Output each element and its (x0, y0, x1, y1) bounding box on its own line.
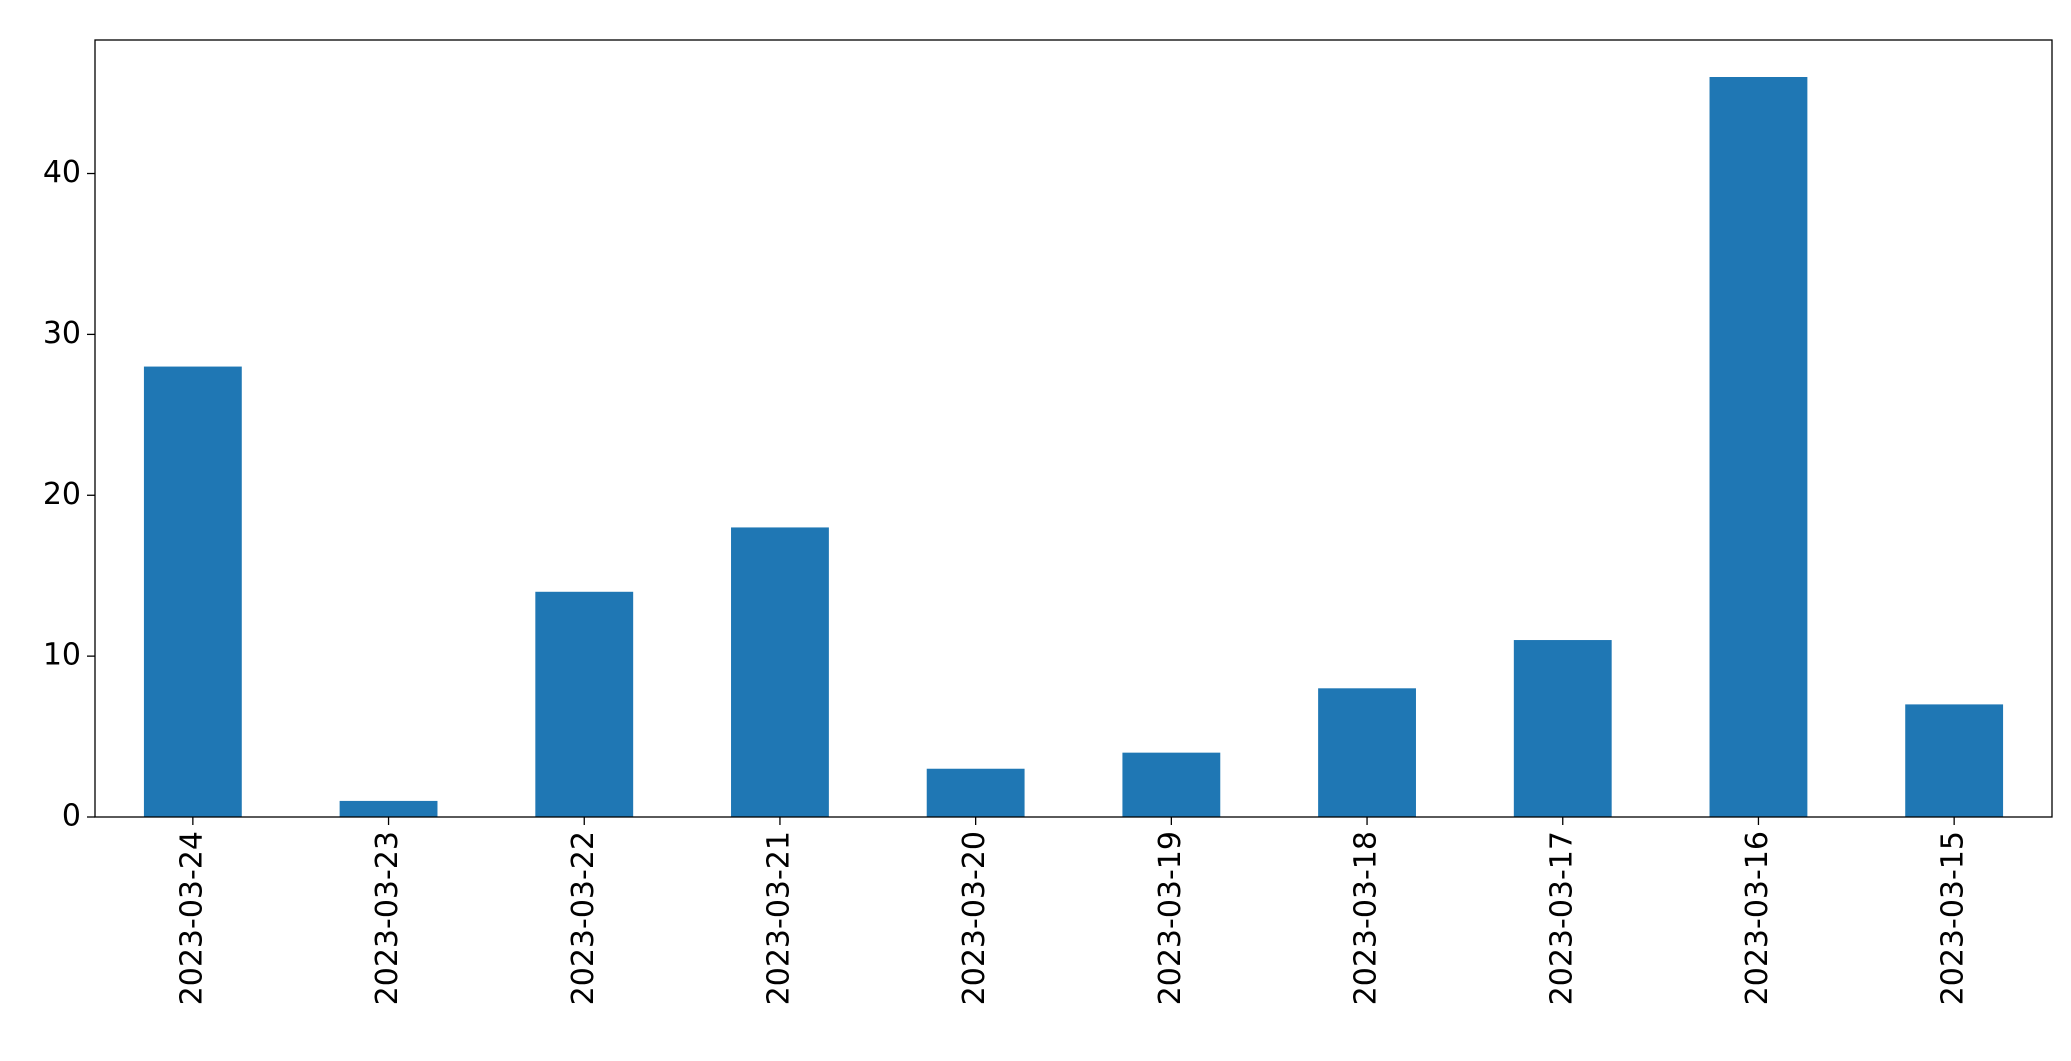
x-tick-label: 2023-03-21 (761, 831, 796, 1005)
x-tick-label: 2023-03-18 (1349, 831, 1384, 1005)
x-tick-label: 2023-03-17 (1544, 831, 1579, 1005)
x-tick-label: 2023-03-20 (957, 831, 992, 1005)
x-tick-label: 2023-03-24 (174, 831, 209, 1005)
x-tick-label: 2023-03-16 (1740, 831, 1775, 1005)
bar (1709, 77, 1808, 817)
x-tick-label: 2023-03-19 (1153, 831, 1188, 1005)
x-tick-label: 2023-03-23 (370, 831, 405, 1005)
bar (731, 527, 829, 817)
bar (339, 800, 438, 817)
bar (926, 768, 1025, 817)
bar (1513, 640, 1612, 817)
x-tick-label: 2023-03-15 (1936, 831, 1971, 1005)
y-tick-label: 20 (43, 477, 81, 512)
bar (1905, 704, 2004, 817)
bar (535, 591, 634, 817)
y-tick-label: 10 (43, 638, 81, 673)
plot-frame (94, 39, 2053, 818)
y-tick-label: 40 (43, 155, 81, 190)
y-tick-label: 30 (43, 316, 81, 351)
bar (1122, 752, 1221, 817)
bar (143, 366, 242, 817)
y-tick-label: 0 (62, 799, 81, 834)
bar (1318, 688, 1416, 817)
x-tick-label: 2023-03-22 (566, 831, 601, 1005)
